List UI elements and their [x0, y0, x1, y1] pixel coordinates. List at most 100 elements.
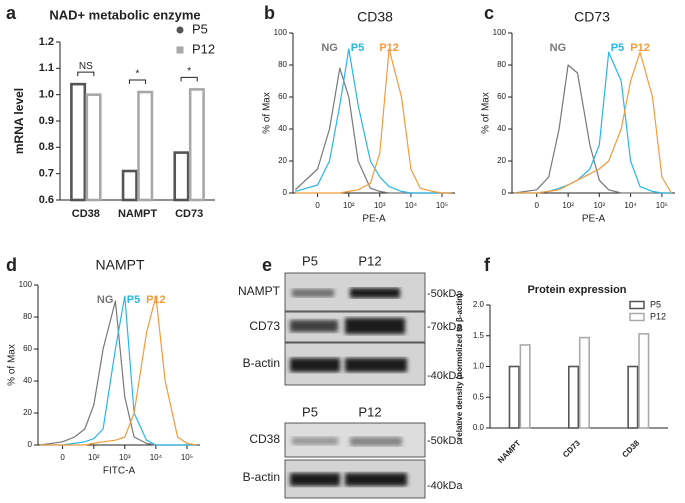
chart-title: NAMPT [96, 257, 145, 273]
significance-bracket [77, 71, 95, 77]
x-axis-label: PE-A [582, 214, 606, 225]
series-label: NG [550, 42, 567, 54]
chart-title: Protein expression [527, 284, 626, 296]
bar [188, 88, 205, 202]
bar [137, 90, 154, 202]
x-tick-label: NAMPT [496, 438, 523, 465]
histogram-line [514, 51, 672, 194]
x-axis-label: PE-A [362, 214, 386, 225]
significance-bracket [180, 76, 198, 82]
y-tick-label: 20 [497, 156, 506, 165]
x-tick-label: 10⁴ [405, 201, 418, 210]
y-tick-label: 1.2 [39, 36, 54, 48]
blot-band [350, 288, 400, 298]
x-tick-label: 10⁴ [150, 453, 163, 462]
y-tick-label: 40 [23, 376, 32, 385]
legend-marker [176, 26, 184, 34]
blot-band [290, 473, 340, 486]
histogram-line [295, 48, 452, 194]
chart-title: CD38 [357, 9, 393, 25]
row-label: CD73 [249, 319, 280, 333]
chart-title: NAD+ metabolic enzyme [49, 7, 200, 22]
legend-marker [176, 46, 184, 54]
row-label: CD38 [249, 432, 280, 446]
x-tick-label: 10³ [594, 201, 606, 210]
panel-letter: b [264, 3, 275, 23]
row-label: B-actin [243, 470, 280, 484]
y-tick-label: 1.0 [39, 89, 54, 101]
series-label: P5 [611, 42, 624, 54]
bar [519, 344, 531, 429]
blot-band [345, 473, 407, 486]
panel-letter: e [262, 255, 272, 275]
size-label: -50kDa [427, 288, 463, 300]
blot-band [290, 320, 338, 332]
y-tick-label: 80 [278, 60, 287, 69]
histogram-line [40, 295, 197, 446]
row-label: B-actin [243, 356, 280, 370]
y-tick-label: 1.0 [473, 362, 485, 371]
x-tick-label: 10³ [119, 453, 131, 462]
significance-label: * [136, 69, 140, 80]
bar [70, 82, 87, 202]
legend-label: P12 [192, 41, 215, 56]
legend-marker [629, 300, 645, 310]
bar [121, 169, 138, 202]
x-tick-label: CD38 [620, 438, 641, 459]
y-tick-label: 0.9 [39, 115, 54, 127]
y-tick-label: 0 [283, 188, 288, 197]
significance-bracket [128, 79, 147, 85]
legend-label: P5 [650, 299, 661, 309]
panel-letter: c [484, 3, 494, 23]
bar [173, 151, 190, 202]
significance-label: * [187, 66, 191, 77]
series-label: NG [321, 42, 338, 54]
x-tick-label: CD73 [561, 438, 582, 459]
significance-label: NS [79, 61, 93, 72]
y-tick-label: 1.5 [473, 331, 485, 340]
y-axis-label: % of Max [262, 92, 273, 134]
x-tick-label: 10² [562, 201, 574, 210]
x-tick-label: CD38 [72, 208, 100, 220]
bar [508, 365, 520, 429]
x-tick-label: 10² [343, 201, 355, 210]
bar [627, 365, 639, 429]
panel-letter: f [484, 255, 491, 275]
panel-letter: a [6, 3, 17, 23]
y-tick-label: 0.5 [473, 392, 485, 401]
y-tick-label: 80 [497, 60, 506, 69]
y-tick-label: 20 [23, 408, 32, 417]
y-tick-label: 100 [274, 28, 288, 37]
legend-marker [629, 312, 645, 322]
y-tick-label: 100 [19, 280, 33, 289]
histogram-line [295, 48, 452, 194]
x-tick-label: 10³ [374, 201, 386, 210]
series-label: P5 [351, 42, 364, 54]
y-axis-label: relative density (normolized to β-actin) [455, 293, 464, 440]
y-tick-label: 0.6 [39, 194, 54, 206]
y-tick-label: 80 [23, 312, 32, 321]
histogram-line [514, 64, 672, 194]
histogram-line [40, 300, 197, 446]
x-tick-label: CD73 [175, 208, 203, 220]
legend-label: P5 [192, 21, 208, 36]
panel-letter: d [6, 255, 17, 275]
lane-label: P12 [358, 404, 381, 419]
y-tick-label: 0.0 [473, 423, 485, 432]
x-tick-label: 10⁴ [624, 201, 637, 210]
x-tick-label: 10⁵ [181, 453, 193, 462]
lane-label: P5 [302, 253, 318, 268]
bar [638, 333, 650, 429]
x-tick-label: 0 [60, 453, 65, 462]
y-tick-label: 40 [278, 124, 287, 133]
y-tick-label: 2.0 [473, 300, 485, 309]
bar [578, 336, 591, 429]
blot-band [292, 289, 334, 297]
y-tick-label: 40 [497, 124, 506, 133]
chart-title: CD73 [574, 9, 610, 25]
y-tick-label: 0.8 [39, 141, 54, 153]
series-label: P12 [630, 42, 650, 54]
y-tick-label: 0 [502, 188, 507, 197]
row-label: NAMPT [238, 284, 281, 298]
